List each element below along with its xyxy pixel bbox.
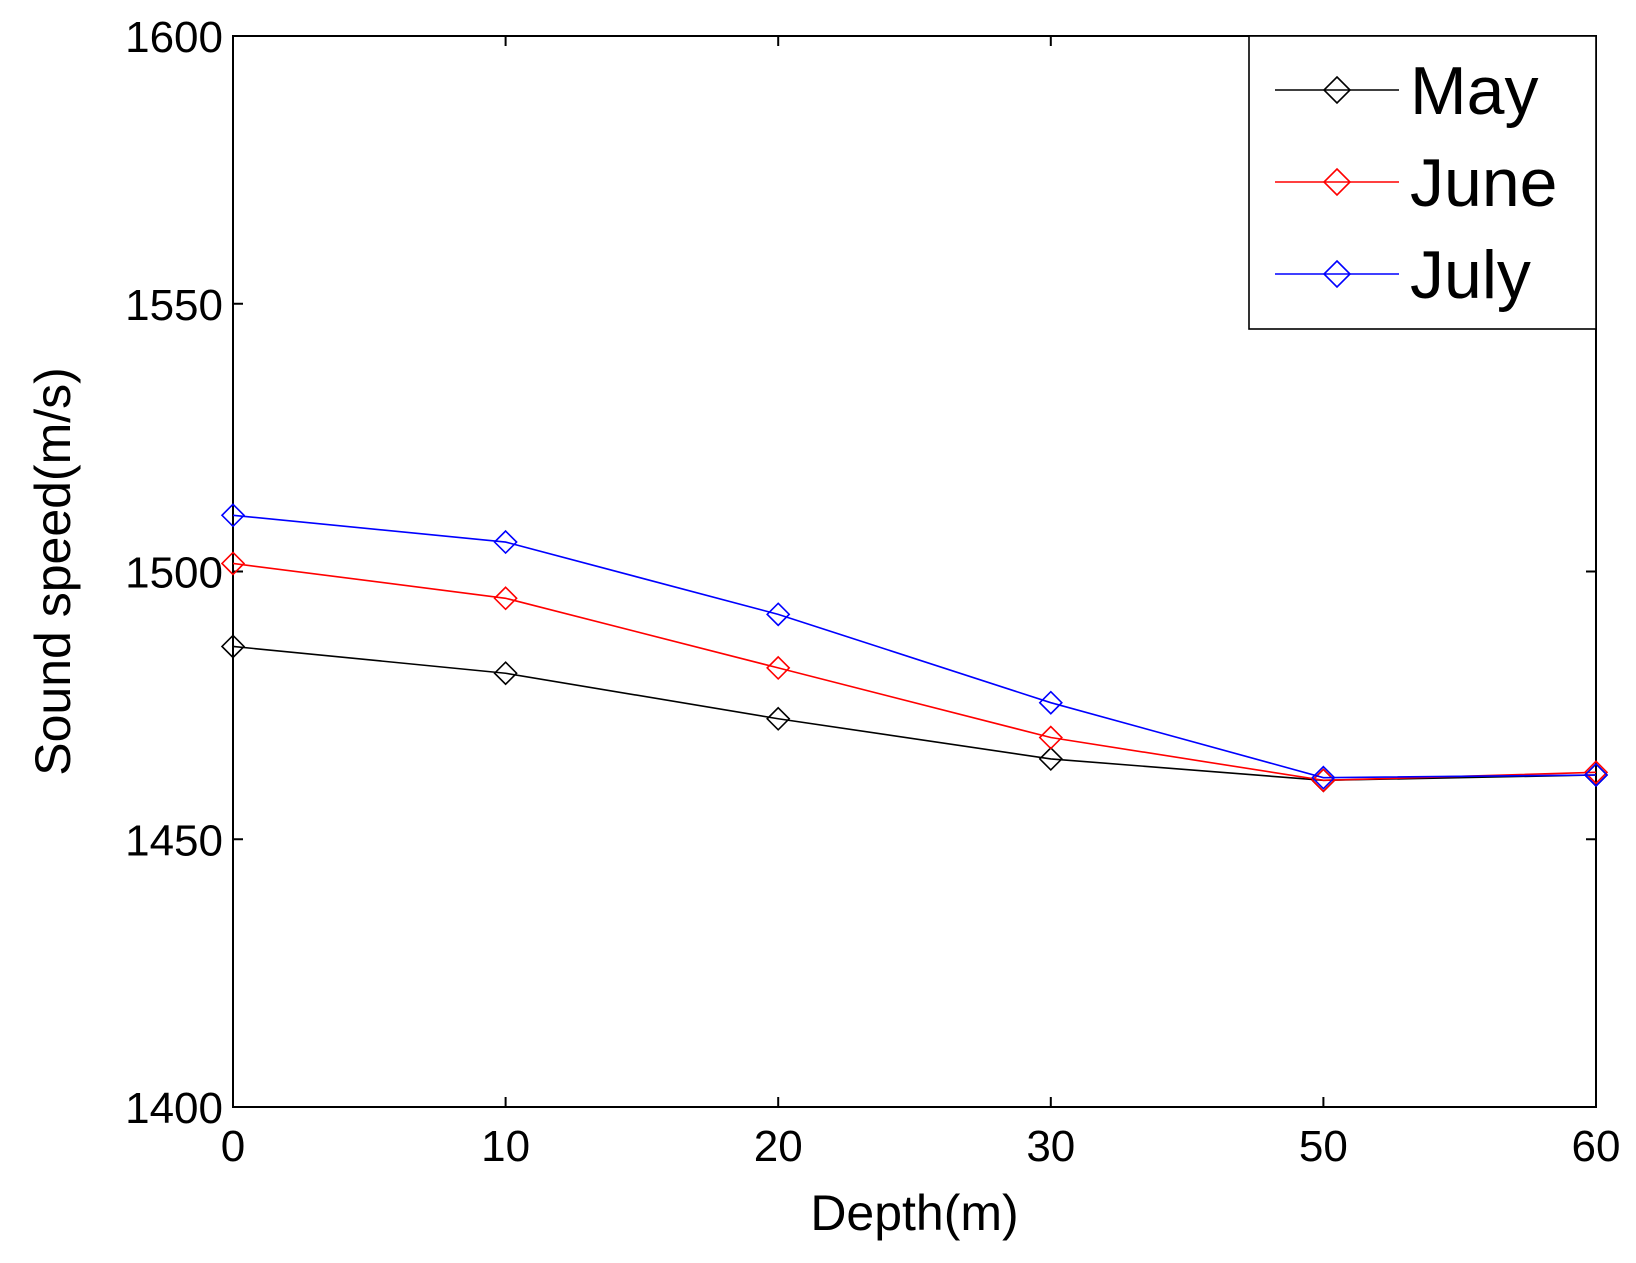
data-point-june — [220, 551, 246, 576]
data-point-july — [1038, 690, 1063, 715]
y-axis-ticks: 1400 1450 1500 1550 1600 — [125, 13, 1596, 1133]
y-axis-title: Sound speed(m/s) — [25, 367, 81, 776]
data-point-may — [766, 706, 791, 731]
legend-item-july: July — [1275, 237, 1531, 313]
x-tick-label: 30 — [1026, 1122, 1075, 1171]
data-point-may — [493, 661, 518, 686]
data-point-july — [1583, 762, 1609, 788]
legend-marker — [1322, 75, 1352, 105]
x-tick-label: 20 — [754, 1122, 803, 1171]
data-point-july — [766, 602, 791, 627]
legend-item-june: June — [1275, 145, 1557, 221]
x-axis-ticks: 0 10 20 30 50 60 — [221, 36, 1621, 1171]
x-axis-title: Depth(m) — [810, 1185, 1018, 1241]
series-layer — [220, 503, 1609, 793]
legend-label: June — [1410, 145, 1557, 221]
y-tick-label: 1500 — [125, 549, 223, 598]
x-tick-label: 10 — [481, 1122, 530, 1171]
x-tick-label: 60 — [1572, 1122, 1621, 1171]
y-tick-label: 1550 — [125, 281, 223, 330]
data-point-may — [220, 634, 246, 659]
y-tick-label: 1450 — [125, 816, 223, 865]
x-tick-label: 0 — [221, 1122, 245, 1171]
legend: May June July — [1248, 35, 1597, 330]
data-point-june — [1583, 760, 1609, 785]
data-point-july — [493, 529, 518, 555]
legend-label: July — [1410, 237, 1531, 313]
data-point-june — [493, 586, 518, 611]
legend-marker — [1322, 259, 1352, 289]
data-point-june — [1311, 768, 1336, 793]
legend-item-may: May — [1275, 53, 1538, 129]
legend-label: May — [1410, 53, 1538, 129]
series-line-june — [232, 562, 1597, 782]
legend-marker — [1322, 167, 1352, 197]
data-point-may — [1038, 746, 1063, 772]
data-point-june — [1038, 725, 1063, 750]
y-tick-label: 1400 — [125, 1084, 223, 1133]
series-june — [220, 551, 1609, 793]
y-tick-label: 1600 — [125, 13, 223, 62]
data-point-june — [766, 655, 791, 681]
series-line-july — [232, 514, 1597, 779]
data-point-july — [1311, 765, 1336, 790]
data-point-july — [220, 503, 246, 528]
series-july — [220, 503, 1609, 790]
x-tick-label: 50 — [1299, 1122, 1348, 1171]
